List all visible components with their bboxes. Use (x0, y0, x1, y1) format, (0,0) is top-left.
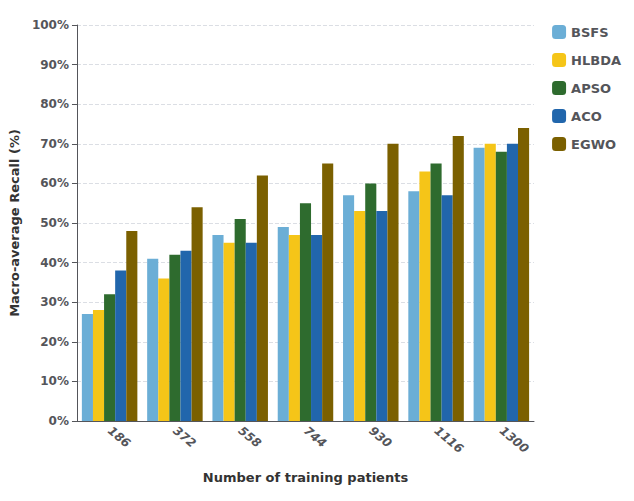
svg-text:50%: 50% (40, 216, 69, 230)
svg-text:744: 744 (301, 424, 329, 451)
svg-text:BSFS: BSFS (571, 25, 609, 40)
svg-text:20%: 20% (40, 335, 69, 349)
svg-text:186: 186 (105, 424, 133, 451)
svg-text:Macro-average Recall (%): Macro-average Recall (%) (7, 129, 22, 317)
svg-text:372: 372 (170, 424, 198, 451)
svg-text:HLBDA: HLBDA (571, 53, 621, 68)
svg-text:90%: 90% (40, 58, 69, 72)
svg-text:930: 930 (366, 424, 394, 451)
svg-text:0%: 0% (49, 414, 69, 428)
svg-text:ACO: ACO (571, 109, 602, 124)
svg-text:558: 558 (236, 424, 264, 451)
svg-text:1116: 1116 (432, 424, 467, 456)
svg-text:70%: 70% (40, 137, 69, 151)
svg-text:80%: 80% (40, 97, 69, 111)
svg-text:APSO: APSO (571, 81, 611, 96)
svg-text:EGWO: EGWO (571, 137, 616, 152)
svg-text:1300: 1300 (497, 424, 532, 456)
svg-text:30%: 30% (40, 295, 69, 309)
svg-text:Number of training patients: Number of training patients (203, 470, 409, 485)
svg-text:100%: 100% (32, 18, 69, 32)
svg-text:60%: 60% (40, 176, 69, 190)
svg-text:10%: 10% (40, 374, 69, 388)
svg-text:40%: 40% (40, 256, 69, 270)
